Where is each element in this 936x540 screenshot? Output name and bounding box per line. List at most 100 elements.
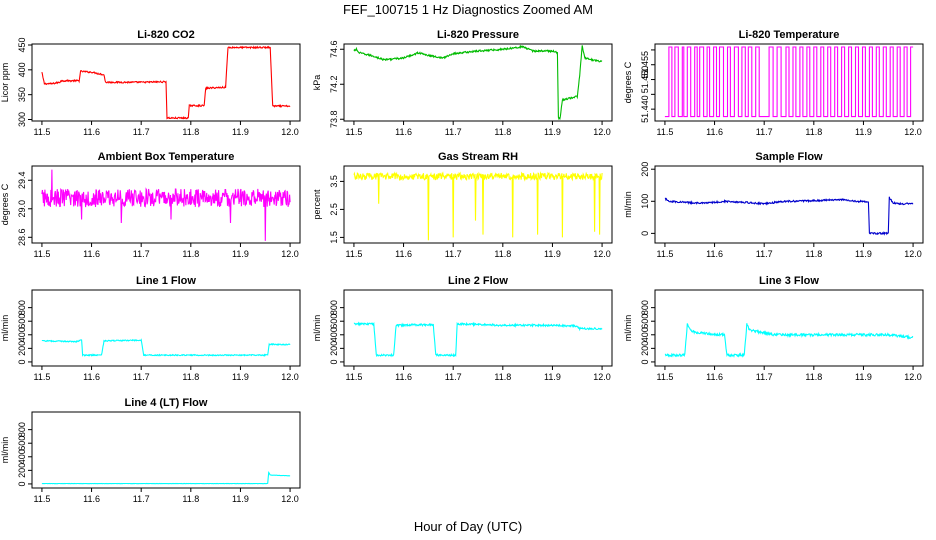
y-tick-label: 2.5 <box>329 203 339 216</box>
y-tick-label: 0 <box>640 231 650 236</box>
panel-7: Line 1 Flow 11.5 11.6 11.7 11.8 11.9 12.0 0 2004… <box>0 275 301 382</box>
y-tick-label: 200 <box>17 341 27 356</box>
x-tick-label: 11.8 <box>182 249 199 259</box>
x-tick-label: 11.7 <box>133 127 150 137</box>
plot-frame <box>654 43 924 122</box>
y-tick-label: 0 <box>17 481 27 486</box>
x-tick-label: 11.6 <box>83 249 100 259</box>
x-tick-label: 11.5 <box>33 127 50 137</box>
y-tick-label: 600 <box>329 314 339 329</box>
y-tick-label: 74.2 <box>329 75 339 93</box>
x-tick-label: 11.9 <box>232 372 249 382</box>
y-tick-label: 51.450 <box>640 66 650 94</box>
y-tick-label: 51.440 <box>640 95 650 123</box>
x-tick-label: 12.0 <box>281 494 299 504</box>
x-tick-label: 11.9 <box>855 249 872 259</box>
plot-frame <box>31 411 301 489</box>
panel-title: Line 4 (LT) Flow <box>125 397 208 409</box>
panel-6: Sample Flow 11.5 11.6 11.7 11.8 11.9 12.0 0 100 2… <box>623 151 924 259</box>
x-tick-label: 11.6 <box>395 127 412 137</box>
y-tick-label: 1.5 <box>329 231 339 244</box>
x-tick-label: 11.5 <box>656 127 673 137</box>
y-axis-label: ml/min <box>0 315 10 342</box>
x-tick-label: 11.5 <box>656 249 673 259</box>
panel-title: Li-820 Pressure <box>437 29 519 41</box>
x-tick-label: 11.6 <box>83 127 100 137</box>
y-tick-label: 200 <box>17 463 27 478</box>
x-tick-label: 11.5 <box>33 249 50 259</box>
x-tick-label: 11.6 <box>395 249 412 259</box>
y-tick-label: 73.8 <box>329 110 339 128</box>
panel-title: Line 1 Flow <box>136 275 196 287</box>
figure-x-axis-label: Hour of Day (UTC) <box>414 519 522 534</box>
y-tick-label: 28.6 <box>17 229 27 247</box>
x-tick-label: 11.7 <box>445 372 462 382</box>
series-line <box>664 323 914 358</box>
panel-3: Li-820 Temperature 11.5 11.6 11.7 11.8 11.9 12… <box>623 29 924 137</box>
series-line <box>664 46 914 118</box>
x-tick-label: 11.5 <box>33 494 50 504</box>
series-line <box>353 44 603 121</box>
x-tick-label: 11.6 <box>395 372 412 382</box>
x-tick-label: 11.6 <box>706 127 723 137</box>
plot-frame <box>343 43 613 122</box>
y-tick-label: 800 <box>329 300 339 315</box>
x-tick-label: 12.0 <box>281 249 299 259</box>
y-axis-label: ml/min <box>623 315 633 342</box>
x-tick-label: 11.7 <box>756 372 773 382</box>
plot-frame <box>343 165 613 244</box>
plot-frame <box>31 43 301 122</box>
y-tick-label: 200 <box>640 341 650 356</box>
x-tick-label: 11.8 <box>494 127 511 137</box>
x-tick-label: 11.9 <box>855 372 872 382</box>
panel-4: Ambient Box Temperature 11.5 11.6 11.7 11.8 1… <box>0 151 301 259</box>
series-line <box>41 338 291 358</box>
x-tick-label: 11.6 <box>83 494 100 504</box>
y-tick-label: 29.0 <box>17 200 27 218</box>
plot-frame <box>343 289 613 367</box>
x-tick-label: 11.9 <box>232 249 249 259</box>
series-line <box>41 45 291 120</box>
panel-5: Gas Stream RH 11.5 11.6 11.7 11.8 11.9 12.0 1.5… <box>312 151 613 259</box>
y-axis-label: ml/min <box>0 437 10 464</box>
y-tick-label: 0 <box>17 359 27 364</box>
y-tick-label: 400 <box>329 327 339 342</box>
x-tick-label: 11.9 <box>544 127 561 137</box>
y-tick-label: 800 <box>17 300 27 315</box>
y-tick-label: 51.455 <box>640 51 650 79</box>
panel-title: Ambient Box Temperature <box>98 151 235 163</box>
x-tick-label: 12.0 <box>593 372 611 382</box>
x-tick-label: 11.5 <box>345 127 362 137</box>
panel-title: Line 2 Flow <box>448 275 508 287</box>
x-tick-label: 11.6 <box>706 372 723 382</box>
x-tick-label: 11.5 <box>33 372 50 382</box>
y-tick-label: 400 <box>17 449 27 464</box>
x-tick-label: 11.7 <box>133 494 150 504</box>
x-tick-label: 11.7 <box>445 249 462 259</box>
series-line <box>353 321 603 358</box>
x-tick-label: 11.8 <box>182 372 199 382</box>
plot-frame <box>31 289 301 367</box>
x-tick-label: 11.7 <box>756 249 773 259</box>
x-tick-label: 12.0 <box>904 372 922 382</box>
series-line <box>41 470 291 485</box>
panel-title: Line 3 Flow <box>759 275 819 287</box>
panel-title: Sample Flow <box>755 151 823 163</box>
panel-1: Li-820 CO2 11.5 11.6 11.7 11.8 11.9 12.0 300 350… <box>0 29 301 137</box>
x-tick-label: 12.0 <box>904 249 922 259</box>
x-tick-label: 11.7 <box>133 372 150 382</box>
x-tick-label: 11.5 <box>345 249 362 259</box>
x-tick-label: 11.7 <box>756 127 773 137</box>
x-tick-label: 11.9 <box>232 494 249 504</box>
series-line <box>41 169 291 241</box>
panel-grid: Li-820 CO2 11.5 11.6 11.7 11.8 11.9 12.0 300 350… <box>0 29 924 504</box>
y-tick-label: 800 <box>17 422 27 437</box>
y-tick-label: 3.5 <box>329 175 339 188</box>
panel-2: Li-820 Pressure 11.5 11.6 11.7 11.8 11.9 12.0 7… <box>312 29 613 137</box>
y-tick-label: 400 <box>17 62 27 77</box>
x-tick-label: 11.9 <box>232 127 249 137</box>
y-axis-label: degrees C <box>0 183 10 225</box>
y-tick-label: 29.4 <box>17 171 27 189</box>
plot-frame <box>654 165 924 244</box>
